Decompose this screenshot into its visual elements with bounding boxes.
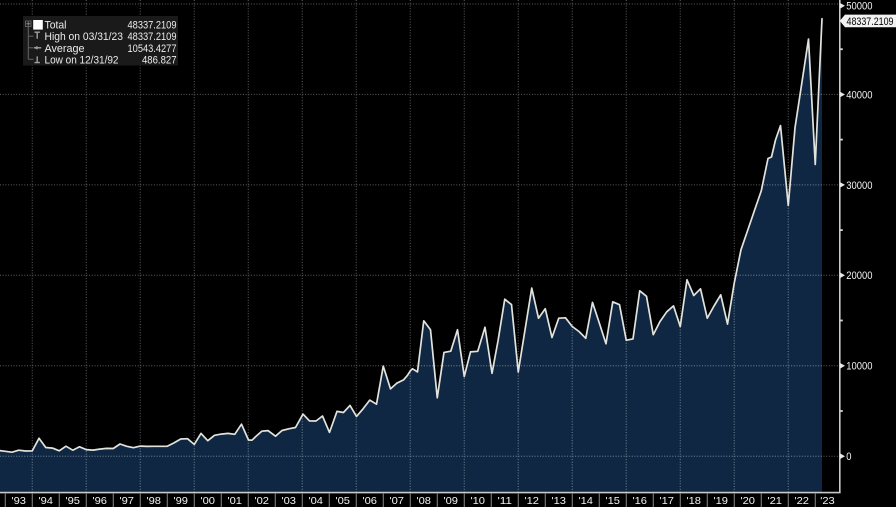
svg-text:'13: '13 [552,495,567,507]
svg-text:48337.2109: 48337.2109 [128,31,177,43]
svg-text:'96: '96 [93,495,108,507]
svg-text:'18: '18 [687,495,702,507]
svg-text:'05: '05 [336,495,351,507]
svg-text:'17: '17 [660,495,675,507]
svg-text:48337.2109: 48337.2109 [128,20,177,32]
svg-text:'99: '99 [174,495,189,507]
svg-text:Average: Average [45,43,85,55]
svg-text:10000: 10000 [846,361,872,373]
svg-text:'21: '21 [768,495,783,507]
svg-text:Total: Total [45,20,67,32]
svg-text:50000: 50000 [846,1,872,13]
svg-text:'94: '94 [39,495,54,507]
svg-text:10543.4277: 10543.4277 [128,43,177,55]
svg-text:'11: '11 [498,495,513,507]
svg-text:'03: '03 [282,495,297,507]
svg-text:High on 03/31/23: High on 03/31/23 [45,31,124,43]
svg-text:486.827: 486.827 [142,54,177,66]
svg-text:'06: '06 [363,495,378,507]
svg-text:'01: '01 [228,495,243,507]
svg-text:'07: '07 [390,495,405,507]
svg-text:30000: 30000 [846,180,872,192]
svg-text:'19: '19 [714,495,729,507]
svg-text:'09: '09 [444,495,459,507]
svg-text:'97: '97 [120,495,135,507]
svg-text:'98: '98 [147,495,162,507]
svg-text:'12: '12 [525,495,540,507]
svg-text:'15: '15 [606,495,621,507]
svg-text:20000: 20000 [846,270,872,282]
svg-text:0: 0 [846,451,851,463]
svg-text:Low on 12/31/92: Low on 12/31/92 [45,54,119,66]
svg-text:'20: '20 [741,495,756,507]
svg-text:48337.2109: 48337.2109 [847,16,894,28]
svg-text:'14: '14 [579,495,594,507]
svg-text:'08: '08 [417,495,432,507]
svg-text:40000: 40000 [846,89,872,101]
svg-text:'00: '00 [201,495,216,507]
svg-text:'22: '22 [795,495,810,507]
svg-text:'02: '02 [255,495,270,507]
svg-text:'04: '04 [309,495,324,507]
svg-text:'10: '10 [471,495,486,507]
svg-text:'23: '23 [820,495,835,507]
svg-text:'93: '93 [12,495,27,507]
svg-text:'95: '95 [66,495,81,507]
svg-text:'16: '16 [633,495,648,507]
